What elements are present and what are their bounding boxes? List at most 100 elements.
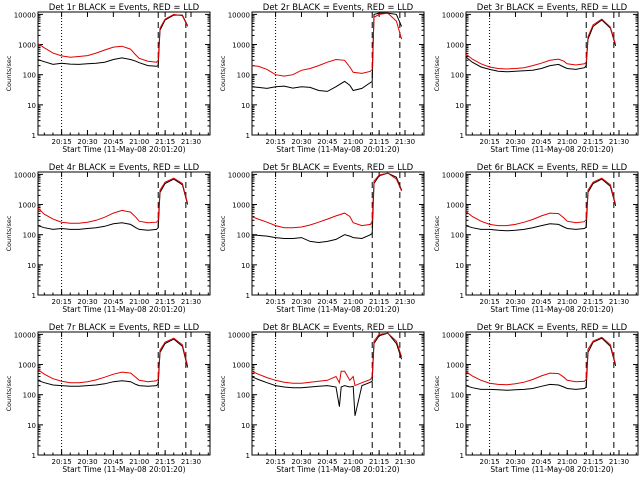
- y-tick-label: 1000: [232, 202, 250, 210]
- y-tick-label: 10: [455, 422, 464, 430]
- y-axis-label: Counts/sec: [433, 215, 441, 251]
- plot-frame: [251, 171, 425, 296]
- x-tick-label: 21:00: [129, 138, 149, 146]
- x-tick-label: 20:45: [103, 458, 123, 466]
- y-tick-label: 1: [460, 292, 464, 300]
- chart-title: Det 4r BLACK = Events, RED = LLD: [49, 163, 200, 173]
- y-tick-label: 10000: [14, 171, 36, 179]
- y-tick-label: 10000: [228, 171, 250, 179]
- x-tick-label: 21:15: [155, 298, 175, 306]
- y-axis-label: Counts/sec: [219, 215, 227, 251]
- x-tick-label: 20:30: [291, 458, 311, 466]
- y-tick-label: 10: [455, 262, 464, 270]
- plot-frame: [37, 171, 211, 296]
- events-series-line: [252, 332, 403, 416]
- x-axis-label: Start Time (11-May-08 20:01:20): [490, 305, 613, 314]
- x-tick-label: 21:30: [181, 298, 201, 306]
- x-tick-label: 21:15: [369, 458, 389, 466]
- y-tick-label: 100: [237, 232, 250, 240]
- y-axis-label: Counts/sec: [219, 375, 227, 411]
- x-tick-label: 21:30: [609, 138, 629, 146]
- events-series-line: [38, 14, 189, 67]
- chart-panel: Det 6r BLACK = Events, RED = LLD Counts/s…: [433, 163, 639, 314]
- x-tick-label: 20:15: [479, 458, 499, 466]
- x-axis-label: Start Time (11-May-08 20:01:20): [490, 465, 613, 474]
- y-tick-label: 1: [32, 452, 36, 460]
- y-tick-label: 10: [27, 262, 36, 270]
- chart-panel: Det 4r BLACK = Events, RED = LLD Counts/s…: [5, 163, 211, 314]
- x-tick-label: 20:15: [479, 138, 499, 146]
- x-axis-label: Start Time (11-May-08 20:01:20): [276, 465, 399, 474]
- x-tick-label: 21:30: [395, 458, 415, 466]
- y-tick-label: 100: [237, 72, 250, 80]
- y-tick-label: 1000: [232, 362, 250, 370]
- x-tick-label: 21:30: [609, 458, 629, 466]
- y-tick-label: 100: [451, 392, 464, 400]
- x-tick-label: 20:30: [505, 138, 525, 146]
- y-tick-label: 1000: [446, 202, 464, 210]
- x-tick-label: 21:15: [369, 298, 389, 306]
- chart-title: Det 7r BLACK = Events, RED = LLD: [49, 323, 200, 333]
- y-tick-label: 1000: [232, 42, 250, 50]
- events-series-line: [466, 19, 617, 73]
- x-tick-label: 21:15: [583, 458, 603, 466]
- x-tick-label: 21:00: [557, 138, 577, 146]
- y-axis-label: Counts/sec: [433, 55, 441, 91]
- x-tick-label: 21:00: [129, 458, 149, 466]
- y-tick-label: 1: [460, 452, 464, 460]
- y-tick-label: 100: [23, 72, 36, 80]
- lld-series-line: [38, 337, 189, 384]
- y-tick-label: 1000: [446, 362, 464, 370]
- x-tick-label: 21:15: [583, 298, 603, 306]
- x-tick-label: 20:45: [103, 138, 123, 146]
- x-tick-label: 20:45: [317, 138, 337, 146]
- events-series-line: [38, 178, 189, 231]
- y-tick-label: 1: [460, 132, 464, 140]
- y-tick-label: 1000: [446, 42, 464, 50]
- chart-panel: Det 1r BLACK = Events, RED = LLD Counts/s…: [5, 3, 211, 154]
- plot-frame: [465, 171, 639, 296]
- x-tick-label: 20:30: [505, 298, 525, 306]
- x-tick-label: 21:30: [395, 138, 415, 146]
- chart-title: Det 3r BLACK = Events, RED = LLD: [477, 3, 628, 13]
- y-tick-label: 100: [23, 392, 36, 400]
- y-tick-label: 10000: [442, 171, 464, 179]
- x-tick-label: 21:00: [557, 298, 577, 306]
- plot-frame: [465, 331, 639, 456]
- y-tick-label: 10000: [442, 331, 464, 339]
- x-tick-label: 20:15: [265, 138, 285, 146]
- y-tick-label: 10000: [228, 11, 250, 19]
- chart-title: Det 5r BLACK = Events, RED = LLD: [263, 163, 414, 173]
- y-axis-label: Counts/sec: [433, 375, 441, 411]
- x-tick-label: 21:00: [343, 298, 363, 306]
- x-tick-label: 20:30: [77, 138, 97, 146]
- x-tick-label: 21:15: [155, 138, 175, 146]
- x-tick-label: 20:45: [103, 298, 123, 306]
- x-tick-label: 21:00: [343, 458, 363, 466]
- x-tick-label: 21:15: [155, 458, 175, 466]
- plot-frame: [251, 11, 425, 136]
- x-tick-label: 20:15: [479, 298, 499, 306]
- x-tick-label: 21:30: [181, 138, 201, 146]
- y-axis-label: Counts/sec: [219, 55, 227, 91]
- lld-series-line: [38, 177, 189, 224]
- x-tick-label: 20:15: [265, 298, 285, 306]
- events-series-line: [38, 338, 189, 387]
- y-tick-label: 100: [451, 72, 464, 80]
- x-axis-label: Start Time (11-May-08 20:01:20): [490, 145, 613, 154]
- y-tick-label: 1: [32, 292, 36, 300]
- x-axis-label: Start Time (11-May-08 20:01:20): [62, 145, 185, 154]
- chart-panel: Det 9r BLACK = Events, RED = LLD Counts/s…: [433, 323, 639, 474]
- x-tick-label: 21:00: [129, 298, 149, 306]
- plot-frame: [37, 331, 211, 456]
- x-tick-label: 20:15: [51, 458, 71, 466]
- x-tick-label: 20:45: [317, 298, 337, 306]
- lld-series-line: [466, 336, 617, 386]
- x-axis-label: Start Time (11-May-08 20:01:20): [276, 145, 399, 154]
- x-tick-label: 21:30: [181, 458, 201, 466]
- x-tick-label: 20:45: [317, 458, 337, 466]
- chart-title: Det 8r BLACK = Events, RED = LLD: [263, 323, 414, 333]
- y-tick-label: 1: [246, 452, 250, 460]
- y-axis-label: Counts/sec: [5, 55, 13, 91]
